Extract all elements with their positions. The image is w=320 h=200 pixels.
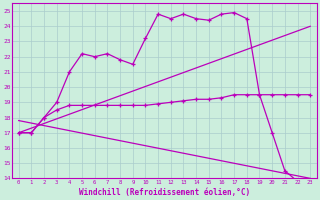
- X-axis label: Windchill (Refroidissement éolien,°C): Windchill (Refroidissement éolien,°C): [79, 188, 250, 197]
